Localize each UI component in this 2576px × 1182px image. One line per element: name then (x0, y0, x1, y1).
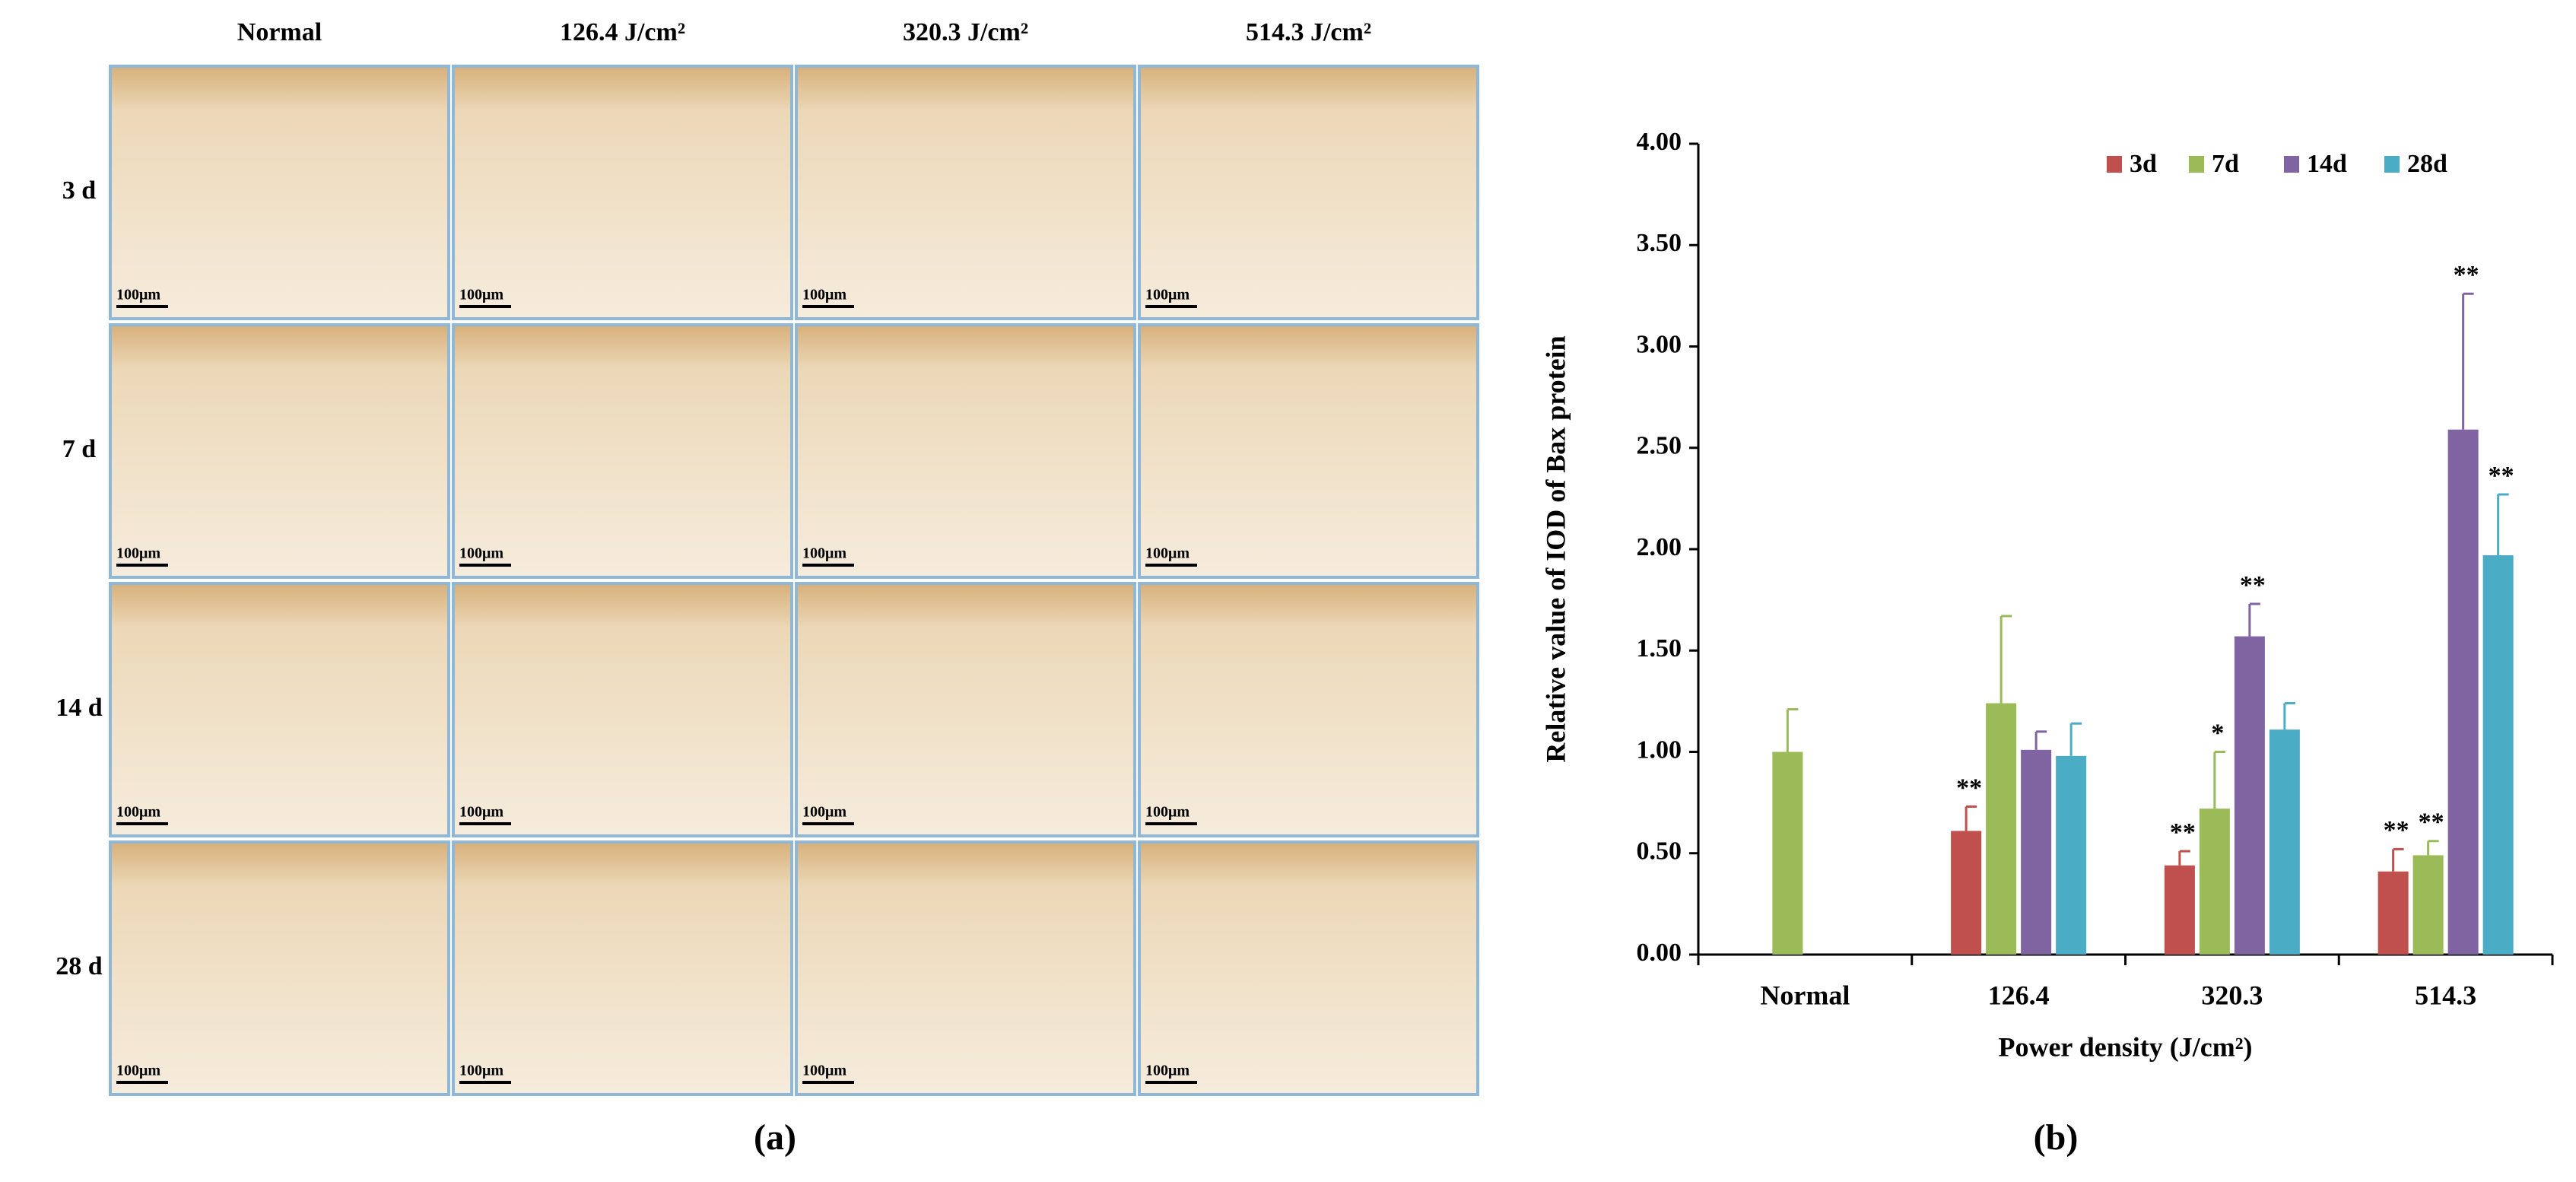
bar (2234, 636, 2265, 955)
significance-mark: ** (1956, 774, 1982, 802)
scale-bar-label: 100μm (1145, 804, 1190, 821)
y-tick-label: 0.50 (1637, 837, 1682, 866)
panel-label: (a) (754, 1117, 796, 1158)
y-tick-label: 4.00 (1637, 128, 1682, 156)
micrograph (1138, 840, 1479, 1096)
x-tick-label: 514.3 (2415, 980, 2476, 1010)
micrograph (452, 840, 793, 1096)
y-tick-label: 1.50 (1637, 634, 1682, 662)
scale-bar-label: 100μm (802, 287, 846, 303)
y-tick-label: 2.50 (1637, 432, 1682, 460)
bar (1951, 831, 1982, 955)
legend-swatch (2189, 156, 2204, 173)
micrograph (1138, 582, 1479, 837)
micrograph (795, 323, 1136, 579)
bar (2164, 865, 2195, 955)
micrograph (452, 323, 793, 579)
y-axis-title: Relative value of IOD of Bax protein (1540, 335, 1571, 762)
scale-bar-label: 100μm (459, 1063, 503, 1079)
row-header: 14 d (56, 694, 103, 722)
significance-mark: ** (2384, 816, 2409, 844)
significance-mark: ** (2489, 462, 2514, 490)
x-tick-label: 320.3 (2201, 980, 2263, 1010)
bar (2056, 755, 2087, 955)
micrograph (452, 582, 793, 837)
significance-mark: ** (2419, 809, 2444, 837)
y-tick-label: 0.00 (1637, 939, 1682, 967)
row-header: 28 d (56, 952, 103, 980)
bar (2021, 749, 2052, 955)
legend-label: 7d (2212, 150, 2239, 178)
micrograph (109, 582, 450, 837)
micrograph (109, 323, 450, 579)
scale-bar-label: 100μm (116, 545, 160, 562)
legend-label: 14d (2307, 150, 2347, 178)
x-tick-label: 126.4 (1988, 980, 2050, 1010)
scale-bar-label: 100μm (1145, 1063, 1190, 1079)
column-header: 514.3 J/cm² (1246, 18, 1371, 46)
scale-bar-label: 100μm (1145, 287, 1190, 303)
scale-bar-label: 100μm (802, 1063, 846, 1079)
scale-bar-label: 100μm (116, 804, 160, 821)
scale-bar-label: 100μm (802, 545, 846, 562)
micrograph (795, 840, 1136, 1096)
column-header: Normal (237, 18, 322, 46)
y-tick-label: 2.00 (1637, 533, 1682, 561)
column-header: 126.4 J/cm² (560, 18, 685, 46)
bar (2269, 729, 2300, 955)
significance-mark: ** (2240, 571, 2266, 599)
x-axis-title: Power density (J/cm²) (1998, 1031, 2252, 1062)
micrograph (795, 582, 1136, 837)
legend-swatch (2107, 156, 2122, 173)
scale-bar-label: 100μm (1145, 545, 1190, 562)
scale-bar-label: 100μm (459, 287, 503, 303)
significance-mark: * (2211, 719, 2224, 747)
y-tick-label: 3.50 (1637, 229, 1682, 257)
bar (2412, 855, 2444, 955)
legend-label: 3d (2130, 150, 2157, 178)
micrograph (1138, 65, 1479, 320)
panel-label: (b) (2034, 1117, 2079, 1158)
bar (2447, 429, 2479, 955)
micrograph (1138, 323, 1479, 579)
bar (1772, 751, 1803, 955)
scale-bar-label: 100μm (459, 545, 503, 562)
legend-swatch (2384, 156, 2400, 173)
micrograph (109, 840, 450, 1096)
row-header: 3 d (62, 176, 97, 205)
x-tick-label: Normal (1760, 980, 1850, 1010)
row-header: 7 d (62, 435, 97, 463)
significance-mark: ** (2454, 261, 2479, 289)
significance-mark: ** (2170, 818, 2196, 847)
scale-bar-label: 100μm (116, 287, 160, 303)
scale-bar-label: 100μm (116, 1063, 160, 1079)
bar (2377, 871, 2409, 955)
scale-bar-label: 100μm (459, 804, 503, 821)
y-tick-label: 1.00 (1637, 736, 1682, 764)
legend-swatch (2284, 156, 2299, 173)
column-header: 320.3 J/cm² (903, 18, 1028, 46)
legend-label: 28d (2407, 150, 2447, 178)
scale-bar-label: 100μm (802, 804, 846, 821)
micrograph (452, 65, 793, 320)
bar (2199, 809, 2230, 955)
bar (1986, 703, 2017, 955)
y-tick-label: 3.00 (1637, 330, 1682, 358)
bar (2482, 554, 2514, 955)
micrograph (795, 65, 1136, 320)
micrograph (109, 65, 450, 320)
